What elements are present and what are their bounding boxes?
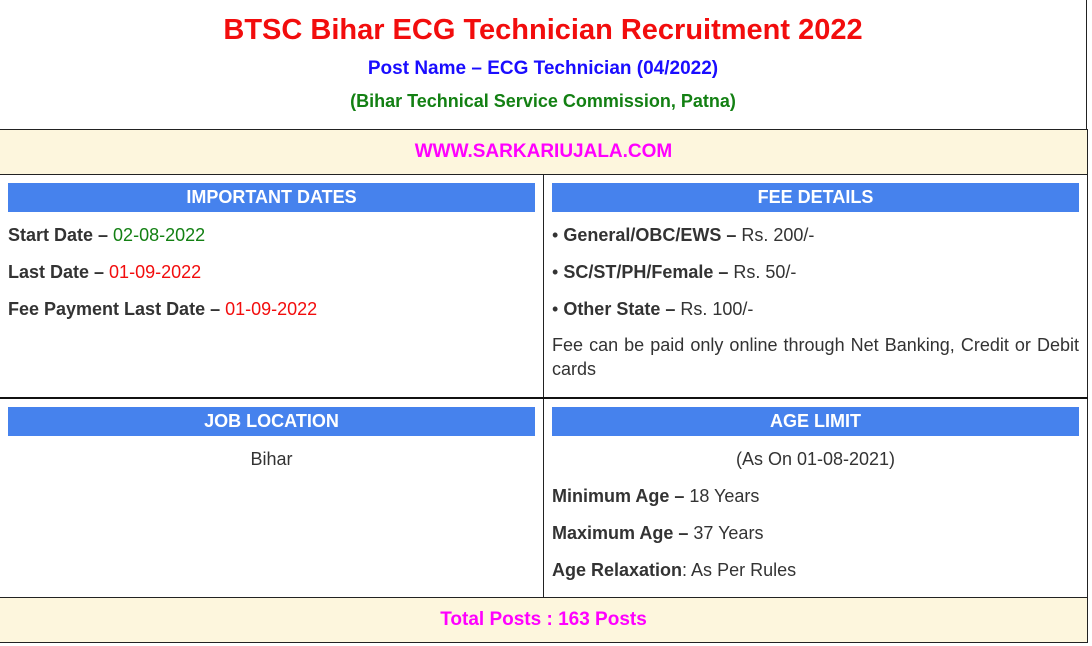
page-title: BTSC Bihar ECG Technician Recruitment 20… (223, 14, 863, 46)
last-date: Last Date – 01-09-2022 (8, 262, 202, 282)
divider (0, 397, 1088, 399)
section-heading: AGE LIMIT (552, 407, 1079, 436)
important-dates-section: IMPORTANT DATES Start Date – 02-08-2022 … (0, 175, 544, 397)
section-heading: IMPORTANT DATES (8, 183, 535, 212)
start-date: Start Date – 02-08-2022 (8, 225, 206, 245)
post-name: Post Name – ECG Technician (04/2022) (367, 58, 719, 79)
section-heading: FEE DETAILS (552, 183, 1079, 212)
max-age: Maximum Age – 37 Years (552, 523, 764, 543)
fee-item: • General/OBC/EWS – Rs. 200/- (552, 225, 815, 245)
title-block: BTSC Bihar ECG Technician Recruitment 20… (0, 0, 1087, 129)
fee-note: Fee can be paid only online through Net … (552, 335, 1079, 379)
organization: (Bihar Technical Service Commission, Pat… (350, 91, 736, 111)
min-age: Minimum Age – 18 Years (552, 486, 760, 506)
fee-details-section: FEE DETAILS • General/OBC/EWS – Rs. 200/… (544, 175, 1088, 397)
age-limit-section: AGE LIMIT (As On 01-08-2021) Minimum Age… (544, 399, 1088, 597)
fee-item: • SC/ST/PH/Female – Rs. 50/- (552, 262, 797, 282)
total-posts: Total Posts : 163 Posts (0, 597, 1088, 643)
fee-last-date: Fee Payment Last Date – 01-09-2022 (8, 299, 318, 319)
job-location-section: JOB LOCATION Bihar (0, 399, 544, 597)
website-banner[interactable]: WWW.SARKARIUJALA.COM (0, 129, 1088, 175)
fee-item: • Other State – Rs. 100/- (552, 299, 754, 319)
section-heading: JOB LOCATION (8, 407, 535, 436)
age-relaxation: Age Relaxation: As Per Rules (552, 560, 797, 580)
age-as-on: (As On 01-08-2021) (735, 449, 896, 469)
job-location-value: Bihar (250, 449, 293, 469)
